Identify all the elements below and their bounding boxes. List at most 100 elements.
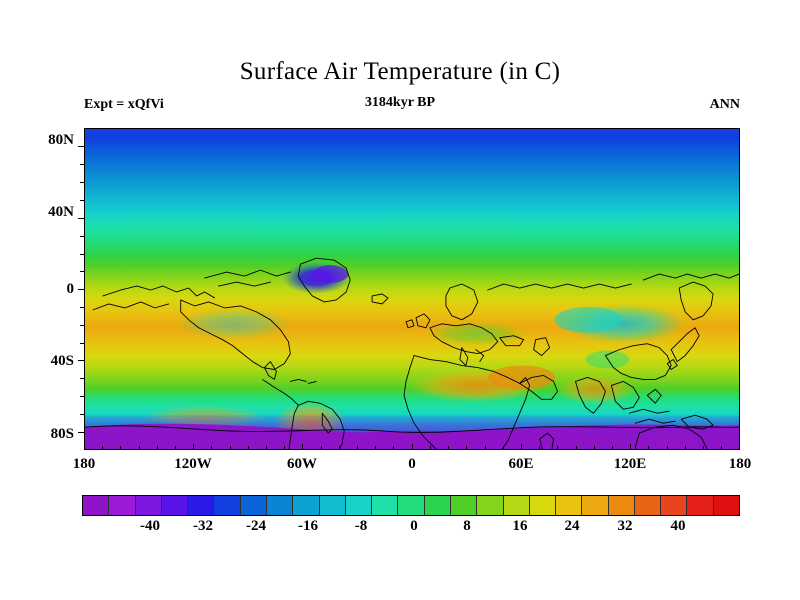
colorbar-cell <box>503 496 530 515</box>
colorbar-cell <box>240 496 267 515</box>
x-axis-tick-minor <box>430 446 431 450</box>
x-axis-label-180w: 180 <box>72 456 96 472</box>
x-axis-label-0: 0 <box>408 456 416 472</box>
x-axis-tick-minor <box>375 446 376 450</box>
x-axis-tick-minor <box>157 446 158 450</box>
colorbar-label--40: -40 <box>140 518 160 534</box>
y-axis-tick-minor <box>80 396 84 397</box>
x-axis-tick-minor <box>211 446 212 450</box>
x-axis-tick-minor <box>612 446 613 450</box>
experiment-label: Expt = xQfVi <box>84 97 164 112</box>
colorbar-cell <box>372 496 399 515</box>
x-axis-tick-minor <box>557 446 558 450</box>
y-axis-tick-minor <box>80 307 84 308</box>
colorbar-cell <box>266 496 294 515</box>
colorbar <box>82 495 740 516</box>
y-axis-label-0: 0 <box>66 281 75 297</box>
colorbar-cell <box>687 496 714 515</box>
x-axis-tick-major <box>521 444 522 450</box>
y-axis-label-40n: 40N <box>48 204 74 220</box>
x-axis-tick-minor <box>503 446 504 450</box>
y-axis-label-80s: 80S <box>50 426 74 442</box>
season-label: ANN <box>709 97 740 112</box>
colorbar-cell <box>83 496 110 515</box>
colorbar-cell <box>450 496 478 515</box>
x-axis-tick-minor <box>448 446 449 450</box>
x-axis-label-60e: 60E <box>508 456 534 472</box>
colorbar-cell <box>477 496 504 515</box>
x-axis-tick-minor <box>339 446 340 450</box>
y-axis-tick-major <box>78 432 84 433</box>
y-axis-tick-major <box>78 289 84 290</box>
x-axis-tick-minor <box>266 446 267 450</box>
colorbar-label-24: 24 <box>564 518 580 534</box>
colorbar-cell <box>109 496 136 515</box>
x-axis-tick-major <box>302 444 303 450</box>
colorbar-cell <box>135 496 162 515</box>
x-axis-tick-major <box>193 444 194 450</box>
colorbar-label--32: -32 <box>193 518 213 534</box>
colorbar-cell <box>345 496 373 515</box>
x-axis-label-120w: 120W <box>174 456 212 472</box>
x-axis-tick-minor <box>721 446 722 450</box>
x-axis-tick-major <box>84 444 85 450</box>
y-axis-tick-minor <box>80 254 84 255</box>
x-axis-tick-minor <box>393 446 394 450</box>
y-axis-label-80n: 80N <box>48 132 74 148</box>
x-axis-tick-major <box>739 444 740 450</box>
colorbar-cell <box>319 496 346 515</box>
colorbar-label--8: -8 <box>354 518 368 534</box>
y-axis-tick-minor <box>80 200 84 201</box>
y-axis-tick-minor <box>80 325 84 326</box>
x-axis-tick-minor <box>284 446 285 450</box>
x-axis-label-180e: 180 <box>728 456 752 472</box>
map-plot-area <box>84 128 740 450</box>
y-axis-tick-major <box>78 360 84 361</box>
y-axis-tick-minor <box>80 378 84 379</box>
colorbar-cell <box>398 496 425 515</box>
x-axis-tick-minor <box>175 446 176 450</box>
y-axis-tick-minor <box>80 182 84 183</box>
colorbar-cell <box>293 496 320 515</box>
x-axis-tick-minor <box>648 446 649 450</box>
x-axis-tick-minor <box>667 446 668 450</box>
x-axis-tick-major <box>630 444 631 450</box>
y-axis-tick-minor <box>80 414 84 415</box>
y-axis-tick-minor <box>80 343 84 344</box>
colorbar-label-40: 40 <box>670 518 686 534</box>
x-axis-tick-minor <box>321 446 322 450</box>
x-axis-tick-minor <box>102 446 103 450</box>
y-axis-tick-major <box>78 146 84 147</box>
x-axis-tick-major <box>412 444 413 450</box>
x-axis-tick-minor <box>539 446 540 450</box>
x-axis-tick-minor <box>357 446 358 450</box>
coastline-overlay <box>85 257 739 449</box>
colorbar-cell <box>608 496 635 515</box>
colorbar-cell <box>556 496 583 515</box>
x-axis-tick-minor <box>703 446 704 450</box>
colorbar-cell <box>713 496 740 515</box>
y-axis-tick-major <box>78 218 84 219</box>
colorbar-cell <box>188 496 215 515</box>
colorbar-label-0: 0 <box>410 518 418 534</box>
colorbar-cell <box>661 496 688 515</box>
colorbar-cell <box>582 496 609 515</box>
y-axis-tick-minor <box>80 271 84 272</box>
x-axis-tick-minor <box>248 446 249 450</box>
colorbar-cell <box>634 496 662 515</box>
colorbar-label-32: 32 <box>617 518 633 534</box>
page-title: Surface Air Temperature (in C) <box>239 58 561 85</box>
x-axis-tick-minor <box>576 446 577 450</box>
colorbar-label-8: 8 <box>463 518 471 534</box>
x-axis-tick-minor <box>466 446 467 450</box>
x-axis-tick-minor <box>485 446 486 450</box>
colorbar-cell <box>214 496 241 515</box>
colorbar-cell <box>161 496 189 515</box>
colorbar-label--24: -24 <box>246 518 266 534</box>
colorbar-cell <box>529 496 557 515</box>
x-axis-tick-minor <box>594 446 595 450</box>
x-axis-tick-minor <box>685 446 686 450</box>
x-axis-label-60w: 60W <box>287 456 317 472</box>
x-axis-tick-minor <box>139 446 140 450</box>
y-axis-tick-minor <box>80 164 84 165</box>
